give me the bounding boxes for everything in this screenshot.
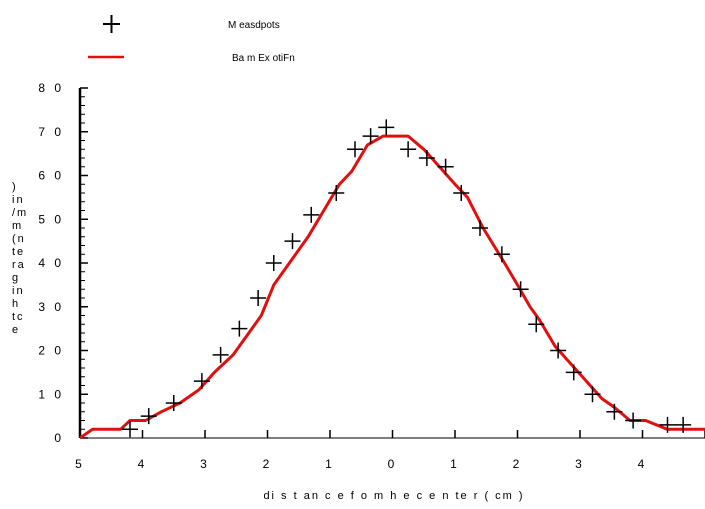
y-axis-title-line: ra [12, 259, 26, 271]
legend-label-fit: Ba m Ex otiFn [232, 53, 295, 64]
x-axis-title: di s t an c e f o m h e c e n te r ( cm … [263, 490, 524, 502]
y-axis-title-line: te [12, 246, 25, 258]
data-point-marker [250, 290, 267, 306]
y-tick-label: 3 0 [38, 300, 64, 314]
data-point-marker [378, 119, 395, 136]
data-point-marker [512, 281, 529, 298]
data-point-marker [493, 246, 510, 263]
data-point-marker [212, 346, 229, 363]
y-tick-label: 1 0 [38, 387, 64, 401]
data-point-marker [550, 342, 567, 359]
y-axis-title-line: tc [12, 311, 25, 323]
data-point-marker [122, 421, 138, 438]
y-axis-title-line: (n [12, 233, 26, 245]
data-point-marker [453, 185, 470, 201]
x-tick-label: 4 [138, 457, 148, 471]
x-ticks: 5 4 3 2 1 0 1 2 3 4 [75, 430, 705, 471]
legend-marker-icon [103, 15, 120, 33]
data-point-marker [606, 403, 623, 420]
legend: M easdpots Ba m Ex otiFn [88, 15, 295, 64]
x-tick-label: 4 [638, 457, 648, 471]
x-tick-label: 1 [325, 457, 335, 471]
x-tick-label: 3 [575, 457, 585, 471]
y-axis-title-line: /m [12, 207, 28, 219]
y-axis-title-line: e [12, 324, 20, 336]
data-point-marker [400, 141, 417, 158]
y-axis-title-line: g [12, 272, 20, 284]
data-point-marker [231, 320, 248, 337]
data-point-marker [303, 206, 320, 223]
x-tick-label: 2 [263, 457, 273, 471]
y-axis-title-line: in [12, 194, 25, 206]
data-point-marker [675, 416, 692, 433]
y-tick-label: 8 0 [38, 81, 64, 95]
data-point-marker [437, 158, 454, 175]
data-point-marker [284, 233, 301, 250]
y-axis-title-line: m [12, 220, 23, 232]
data-point-marker [328, 185, 345, 201]
y-axis-title-line: in [12, 285, 25, 297]
y-axis-title-line: h [12, 298, 20, 310]
data-point-marker [347, 141, 363, 158]
x-tick-label: 5 [75, 457, 85, 471]
data-point-marker [659, 416, 676, 433]
y-tick-label: 2 0 [38, 344, 64, 358]
data-point-marker [193, 373, 210, 390]
data-point-marker [528, 316, 545, 333]
data-point-marker [584, 386, 601, 403]
fit-curve-line [79, 134, 705, 440]
y-ticks: 0 1 0 2 0 3 0 4 0 5 0 6 0 7 0 8 0 [38, 81, 88, 445]
x-tick-label: 0 [388, 457, 398, 471]
legend-label-measured: M easdpots [228, 20, 280, 31]
data-point-marker [165, 395, 182, 411]
data-point-marker [472, 220, 488, 236]
data-point-marker [418, 150, 435, 166]
measured-series [122, 119, 692, 438]
y-tick-label: 6 0 [38, 169, 64, 183]
y-tick-label: 5 0 [38, 212, 64, 226]
y-axis-title-line: ) [12, 181, 18, 193]
data-point-marker [140, 408, 157, 425]
y-tick-label: 4 0 [38, 256, 64, 270]
axes [78, 88, 705, 439]
x-tick-label: 2 [513, 457, 523, 471]
data-point-marker [362, 128, 379, 145]
data-point-marker [265, 255, 282, 271]
x-tick-label: 1 [450, 457, 460, 471]
x-tick-label: 3 [200, 457, 210, 471]
data-point-marker [565, 364, 582, 381]
data-point-marker [625, 412, 642, 429]
y-tick-label: 0 [54, 431, 64, 445]
y-tick-label: 7 0 [38, 125, 64, 139]
fit-series [79, 134, 705, 440]
